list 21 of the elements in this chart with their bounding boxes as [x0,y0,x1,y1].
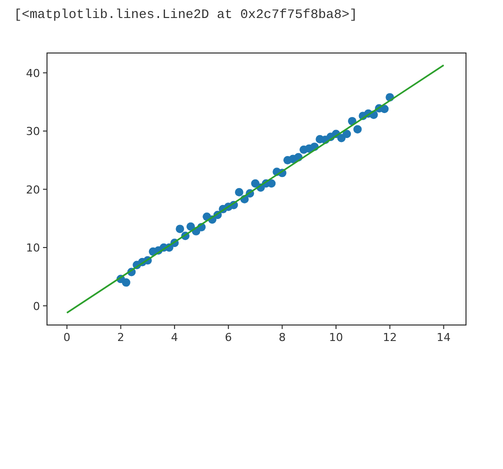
y-tick-label: 30 [26,125,40,138]
point [234,188,244,196]
x-tick-label: 8 [278,331,286,344]
text: [<matplotlib.lines.Line2D at 0x2c7f75f8ba8>] [14,7,358,22]
point [122,278,130,287]
x-tick-label: 4 [171,331,178,344]
point [176,224,184,234]
y-tick-label: 40 [26,66,40,80]
x-tick-label: 14 [436,331,451,344]
x-tick-label: 12 [382,331,397,344]
x-tick-label: 0 [63,331,70,344]
point [342,130,351,138]
point [380,104,389,114]
y-tick-label: 0 [33,300,40,313]
x-tick-label: 6 [224,331,232,344]
x-tick-label: 10 [329,331,344,344]
x-tick-label: 2 [117,331,124,344]
point [186,222,195,231]
point [353,125,362,134]
y-tick-label: 20 [26,183,40,196]
y-tick-label: 10 [26,242,40,255]
